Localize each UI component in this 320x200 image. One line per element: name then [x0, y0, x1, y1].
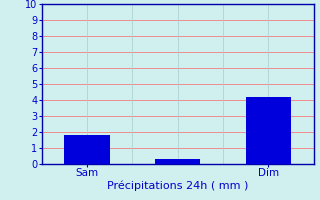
X-axis label: Précipitations 24h ( mm ): Précipitations 24h ( mm ) [107, 181, 248, 191]
Bar [246, 97, 291, 164]
Bar [155, 159, 200, 164]
Bar [64, 135, 109, 164]
